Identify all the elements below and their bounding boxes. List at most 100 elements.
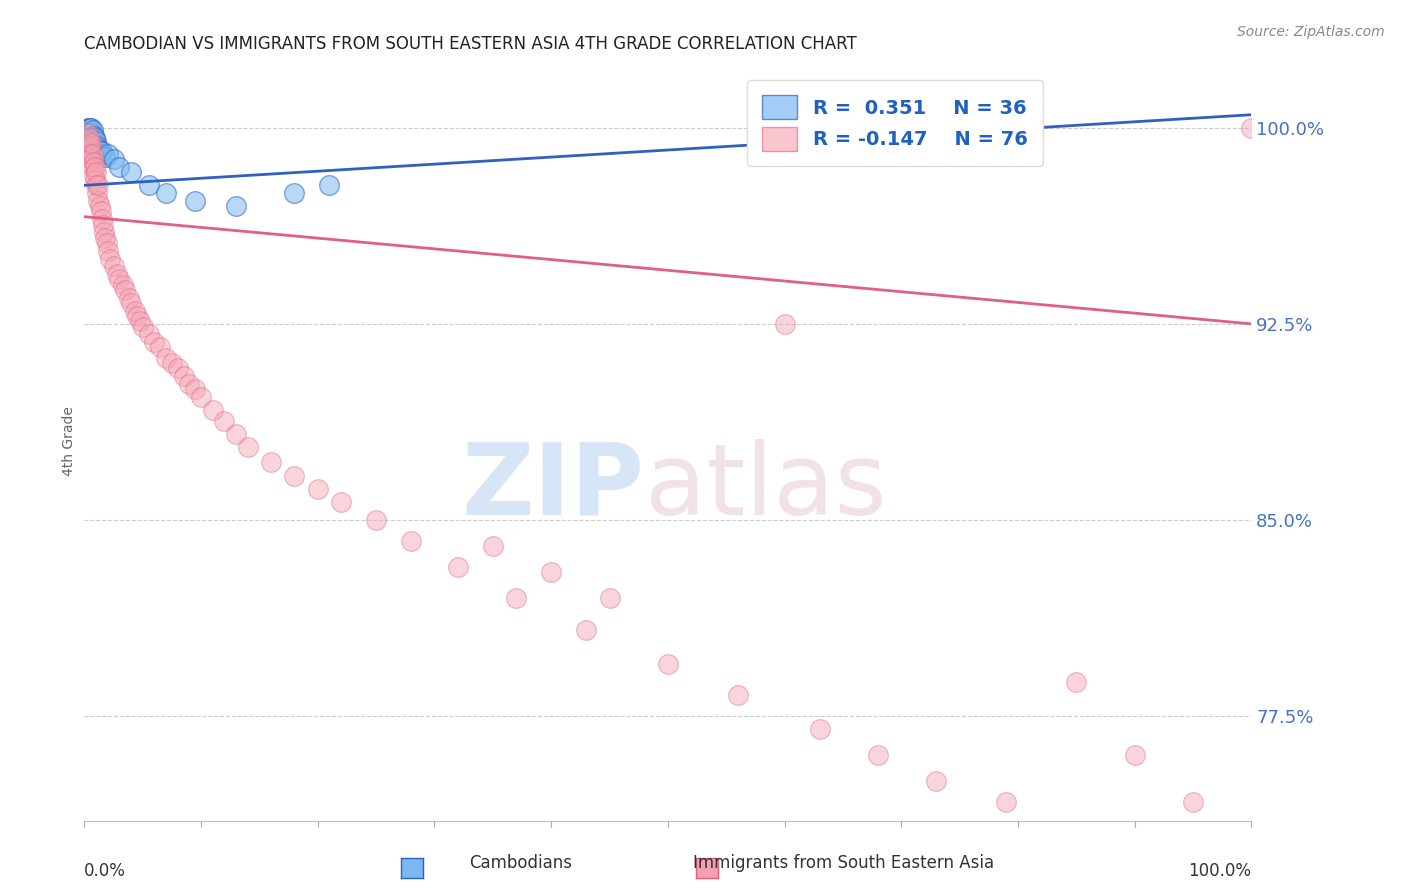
Point: [866, 748, 889, 763]
Text: ZIP: ZIP: [461, 439, 644, 535]
Point: [190, 390, 212, 404]
Point: [283, 468, 305, 483]
Point: [540, 566, 562, 580]
Point: [925, 774, 948, 789]
Point: [87, 142, 110, 156]
Point: [80, 136, 103, 151]
Point: [84, 165, 107, 179]
Point: [79, 147, 101, 161]
Point: [91, 218, 114, 232]
Point: [114, 283, 136, 297]
Point: [155, 186, 177, 201]
Point: [83, 139, 105, 153]
Point: [149, 340, 172, 354]
Point: [1066, 675, 1088, 690]
Point: [97, 147, 120, 161]
Point: [1240, 120, 1263, 135]
Point: [82, 147, 104, 161]
Point: [727, 688, 749, 702]
Point: [103, 260, 125, 274]
Point: [80, 126, 103, 140]
Point: [481, 539, 505, 553]
Point: [138, 178, 160, 193]
Point: [108, 272, 131, 286]
Point: [83, 136, 105, 151]
Point: [84, 142, 107, 156]
Point: [105, 267, 128, 281]
Point: [80, 134, 103, 148]
Point: [160, 356, 183, 370]
Point: [995, 795, 1018, 809]
Point: [225, 426, 247, 441]
Point: [124, 303, 146, 318]
Point: [94, 150, 117, 164]
Point: [76, 126, 98, 140]
Point: [83, 160, 105, 174]
Point: [97, 244, 120, 258]
Point: [90, 212, 112, 227]
Point: [83, 173, 105, 187]
Point: [214, 414, 236, 428]
Point: [77, 120, 100, 135]
Text: 100.0%: 100.0%: [1188, 863, 1251, 880]
Point: [1181, 795, 1204, 809]
Point: [82, 160, 104, 174]
Point: [90, 147, 112, 161]
Point: [260, 455, 283, 469]
Point: [79, 120, 101, 135]
Point: [132, 319, 155, 334]
Text: 0.0%: 0.0%: [84, 863, 127, 880]
Point: [87, 194, 110, 208]
Point: [93, 226, 115, 240]
Point: [84, 178, 107, 193]
Point: [77, 131, 100, 145]
Point: [87, 178, 110, 193]
Point: [118, 291, 141, 305]
Point: [90, 204, 112, 219]
Point: [366, 513, 388, 527]
Legend: R =  0.351    N = 36, R = -0.147    N = 76: R = 0.351 N = 36, R = -0.147 N = 76: [747, 79, 1043, 166]
Point: [184, 194, 207, 208]
Point: [84, 134, 107, 148]
Point: [76, 134, 98, 148]
Point: [808, 722, 831, 736]
Point: [76, 126, 98, 140]
Point: [80, 152, 103, 166]
Point: [79, 131, 101, 145]
Point: [184, 382, 207, 396]
Point: [283, 186, 305, 201]
Point: [98, 252, 121, 266]
Point: [86, 186, 108, 201]
Point: [79, 126, 101, 140]
Text: Source: ZipAtlas.com: Source: ZipAtlas.com: [1237, 25, 1385, 39]
Text: Cambodians: Cambodians: [468, 855, 572, 872]
Point: [129, 314, 152, 328]
Point: [82, 136, 104, 151]
Point: [94, 230, 117, 244]
Point: [179, 377, 201, 392]
Point: [399, 533, 422, 548]
Point: [108, 160, 131, 174]
Point: [83, 131, 105, 145]
Point: [225, 199, 247, 213]
Point: [307, 482, 329, 496]
Point: [318, 178, 340, 193]
Text: CAMBODIAN VS IMMIGRANTS FROM SOUTH EASTERN ASIA 4TH GRADE CORRELATION CHART: CAMBODIAN VS IMMIGRANTS FROM SOUTH EASTE…: [84, 35, 858, 53]
Y-axis label: 4th Grade: 4th Grade: [62, 407, 76, 476]
Point: [143, 335, 166, 350]
Point: [447, 560, 470, 574]
Point: [96, 235, 118, 250]
Point: [89, 199, 111, 213]
Point: [166, 361, 188, 376]
Point: [83, 154, 105, 169]
Point: [330, 494, 353, 508]
Point: [138, 327, 160, 342]
Point: [505, 591, 527, 606]
Point: [236, 440, 259, 454]
Text: atlas: atlas: [644, 439, 886, 535]
Point: [599, 591, 621, 606]
Point: [1123, 748, 1146, 763]
Point: [77, 142, 100, 156]
Point: [77, 128, 100, 143]
Point: [120, 165, 142, 179]
